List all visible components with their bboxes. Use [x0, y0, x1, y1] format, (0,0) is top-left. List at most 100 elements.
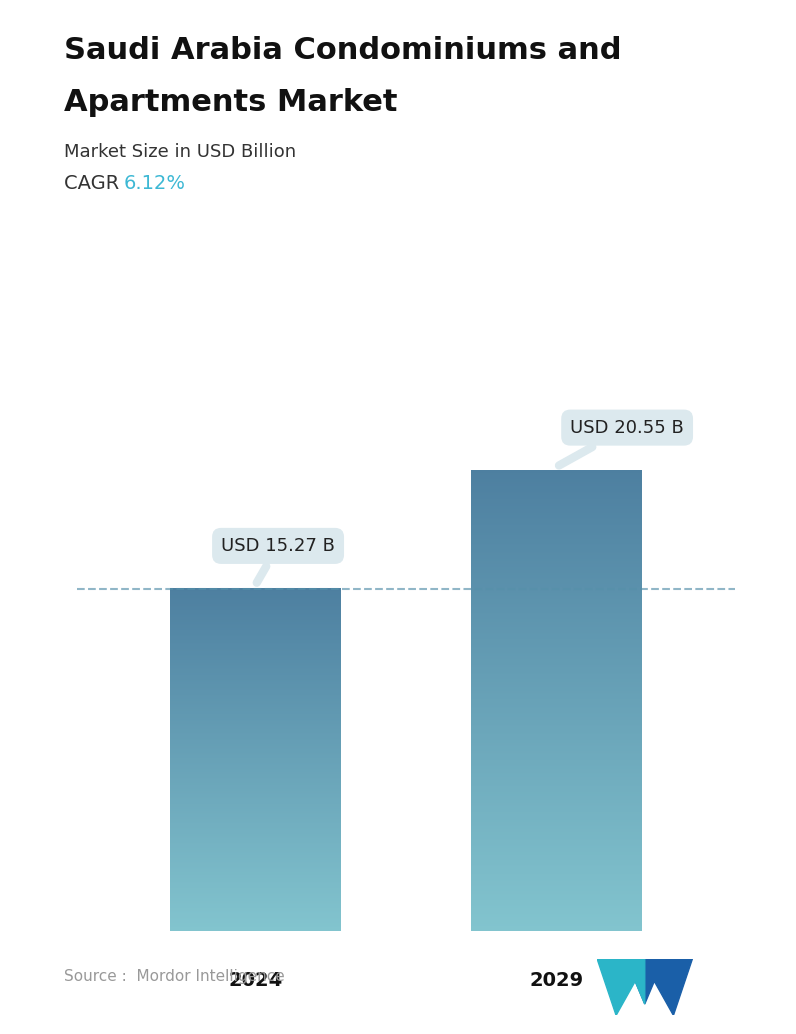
Bar [170, 703, 341, 705]
Bar [170, 866, 341, 868]
Bar [170, 743, 341, 744]
Bar [170, 653, 341, 655]
Bar [170, 871, 341, 873]
Bar [170, 642, 341, 643]
Bar [170, 709, 341, 710]
Bar [170, 869, 341, 871]
Bar [170, 699, 341, 700]
Bar [170, 770, 341, 772]
Bar [471, 927, 642, 930]
Bar [170, 698, 341, 699]
Bar [170, 733, 341, 734]
Bar [170, 776, 341, 777]
Bar [170, 712, 341, 713]
Bar [471, 614, 642, 616]
Bar [170, 694, 341, 696]
Bar [471, 823, 642, 825]
Bar [170, 592, 341, 595]
Bar [471, 891, 642, 893]
Bar [471, 717, 642, 719]
Bar [471, 496, 642, 497]
Bar [471, 609, 642, 611]
Text: Saudi Arabia Condominiums and: Saudi Arabia Condominiums and [64, 36, 621, 65]
Bar [170, 591, 341, 594]
Bar [170, 625, 341, 627]
Bar [170, 602, 341, 603]
Bar [170, 809, 341, 810]
Bar [471, 570, 642, 572]
Bar [471, 582, 642, 584]
Bar [170, 718, 341, 720]
Bar [471, 522, 642, 524]
Bar [471, 598, 642, 599]
Bar [170, 853, 341, 854]
Bar [471, 865, 642, 868]
Bar [170, 893, 341, 895]
Bar [170, 802, 341, 804]
Bar [170, 624, 341, 625]
Bar [170, 670, 341, 672]
Bar [471, 606, 642, 608]
Bar [170, 790, 341, 791]
Bar [471, 769, 642, 771]
Bar [471, 672, 642, 674]
Bar [170, 793, 341, 795]
Bar [170, 927, 341, 930]
Bar [471, 683, 642, 686]
Bar [471, 729, 642, 731]
Bar [471, 846, 642, 848]
Bar [170, 800, 341, 801]
Bar [471, 529, 642, 531]
Bar [471, 886, 642, 887]
Bar [170, 781, 341, 783]
Text: CAGR: CAGR [64, 174, 131, 192]
Bar [170, 791, 341, 793]
Bar [471, 548, 642, 550]
Bar [471, 706, 642, 708]
Bar [170, 842, 341, 843]
Bar [471, 901, 642, 903]
Bar [170, 833, 341, 834]
Bar [170, 717, 341, 719]
Bar [471, 691, 642, 693]
Bar [170, 922, 341, 923]
Bar [170, 644, 341, 645]
Bar [471, 634, 642, 636]
Bar [170, 873, 341, 875]
Bar [471, 913, 642, 915]
Bar [170, 678, 341, 679]
Bar [170, 899, 341, 900]
Bar [471, 754, 642, 756]
Bar [471, 904, 642, 906]
Bar [170, 909, 341, 910]
Bar [170, 924, 341, 926]
Bar [170, 826, 341, 828]
Bar [471, 826, 642, 828]
Bar [170, 891, 341, 893]
Bar [170, 689, 341, 690]
Bar [170, 925, 341, 927]
Bar [170, 588, 341, 589]
Bar [471, 900, 642, 902]
Bar [471, 666, 642, 668]
Bar [170, 701, 341, 702]
Bar [471, 669, 642, 671]
Bar [471, 772, 642, 774]
Bar [471, 726, 642, 728]
Bar [170, 599, 341, 600]
Bar [471, 576, 642, 578]
Bar [170, 908, 341, 909]
Bar [471, 877, 642, 879]
Bar [170, 682, 341, 685]
Bar [471, 903, 642, 905]
Bar [170, 621, 341, 622]
Bar [471, 757, 642, 759]
Bar [471, 815, 642, 817]
Bar [170, 754, 341, 755]
Bar [170, 813, 341, 815]
Bar [471, 695, 642, 697]
Bar [471, 547, 642, 548]
Bar [471, 479, 642, 481]
Bar [471, 752, 642, 754]
Bar [471, 624, 642, 626]
